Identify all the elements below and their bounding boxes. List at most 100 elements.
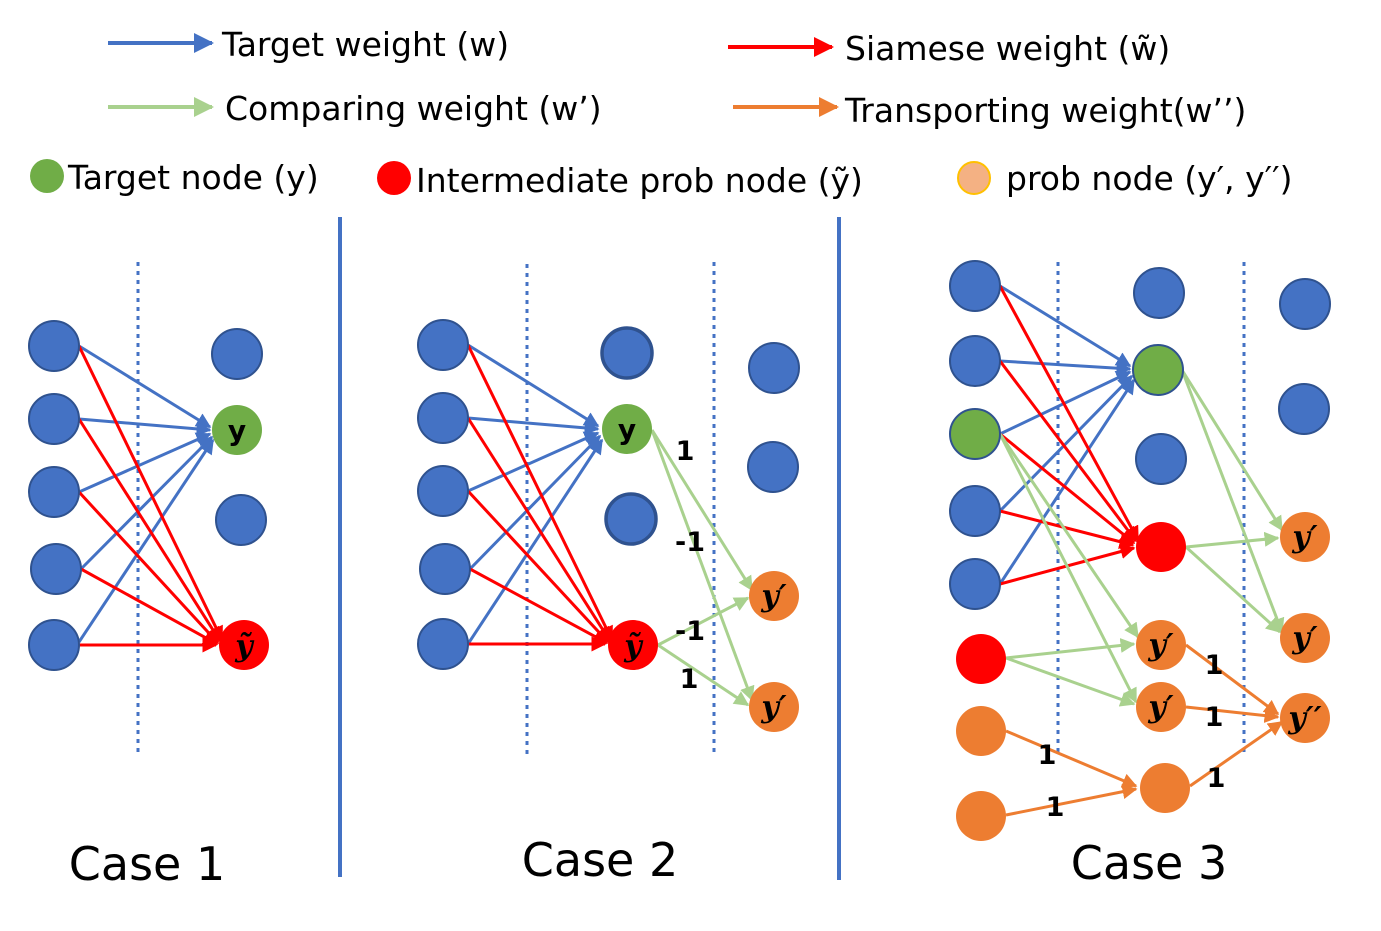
comparing-weight-edge xyxy=(650,429,754,592)
siamese-weight-edges xyxy=(998,285,1140,586)
legend-comparing-weight-label: Comparing weight (w’) xyxy=(225,89,602,128)
case-3-panel: y′ y′ y′ y′ y′′ 1 1 1 1 1 Case 3 xyxy=(949,260,1331,890)
target-weight-edge xyxy=(466,438,604,645)
comparing-weight-edges xyxy=(998,369,1285,707)
intermediate-prob-node xyxy=(956,634,1006,684)
input-node xyxy=(28,466,80,518)
target-node-label: y xyxy=(228,414,246,447)
siamese-weight-edges xyxy=(466,344,614,652)
siamese-weight-edge xyxy=(77,418,222,643)
legend-target-node: Target node (y) xyxy=(30,158,319,197)
legend: Target weight (w) Siamese weight (w̃) Co… xyxy=(30,25,1293,200)
comparing-weight-edge xyxy=(650,429,755,702)
input-node xyxy=(417,618,469,670)
case-3-title: Case 3 xyxy=(1071,836,1227,890)
transporting-weight-edge xyxy=(1189,720,1284,788)
legend-siamese-weight: Siamese weight (w̃) xyxy=(728,29,1170,68)
case-2-title: Case 2 xyxy=(522,833,678,887)
edge-weight-label: 1 xyxy=(1207,763,1226,794)
hidden-node xyxy=(1135,433,1187,485)
edge-weight-label: -1 xyxy=(675,527,705,558)
prob-node-label: y′ xyxy=(1147,628,1173,663)
siamese-weight-edges xyxy=(77,345,224,653)
edge-weight-label: 1 xyxy=(1205,650,1224,681)
siamese-weight-edge xyxy=(80,567,219,646)
siamese-weight-edge xyxy=(998,360,1138,543)
target-weight-edges xyxy=(77,344,215,643)
comparing-weight-edge xyxy=(998,433,1138,704)
prob-node xyxy=(1280,693,1330,743)
edge-weight-label: 1 xyxy=(1046,792,1065,823)
intermediate-prob-node xyxy=(608,620,658,670)
comparing-weight-edge xyxy=(1005,638,1136,660)
edge-weight-label: 1 xyxy=(1038,740,1057,771)
output-node xyxy=(1279,278,1331,330)
prob-node xyxy=(1280,512,1330,562)
hidden-node xyxy=(604,492,658,546)
siamese-weight-edge xyxy=(469,567,609,645)
comparing-weight-edge xyxy=(1180,369,1285,634)
intermediate-prob-node-label: ỹ xyxy=(623,629,644,664)
input-node xyxy=(417,465,469,517)
comparing-weight-edge xyxy=(1185,531,1280,549)
comparing-weight-edge xyxy=(657,596,750,647)
input-node xyxy=(417,392,469,444)
hidden-node xyxy=(211,328,263,380)
case-1-title: Case 1 xyxy=(69,837,225,891)
siamese-weight-edge xyxy=(77,345,224,642)
legend-transporting-weight: Transporting weight(w’’) xyxy=(733,91,1246,130)
input-node xyxy=(28,619,80,671)
target-weight-edge xyxy=(467,416,600,436)
target-weight-edge xyxy=(78,432,212,494)
prob-node xyxy=(749,571,799,621)
prob-node-label: y′ xyxy=(1291,520,1317,555)
legend-target-node-label: Target node (y) xyxy=(67,158,319,197)
target-weight-edge xyxy=(998,374,1134,513)
target-weight-edges xyxy=(466,343,604,645)
input-node xyxy=(949,260,1001,312)
comparing-weight-edge xyxy=(1180,369,1284,532)
siamese-weight-edge xyxy=(466,489,610,644)
legend-transporting-weight-label: Transporting weight(w’’) xyxy=(844,91,1246,130)
transporting-weight-edge xyxy=(1185,643,1280,716)
comparing-weight-edges xyxy=(650,429,755,707)
target-weight-edge xyxy=(77,438,215,643)
green-node-icon xyxy=(30,159,64,193)
legend-target-weight: Target weight (w) xyxy=(108,25,509,64)
hidden-node xyxy=(600,326,654,380)
legend-intermediate-node: Intermediate prob node (ỹ) xyxy=(377,161,863,200)
siamese-weight-edge xyxy=(466,417,612,643)
target-node-label: y xyxy=(618,413,636,446)
target-node xyxy=(1132,344,1184,396)
edge-weight-label: 1 xyxy=(680,664,699,695)
siamese-weight-edge xyxy=(466,344,614,642)
legend-prob-node-label: prob node (y′, y′′) xyxy=(1006,159,1293,198)
target-weight-edge xyxy=(467,343,600,428)
target-weight-edge xyxy=(78,344,212,429)
prob-node xyxy=(1280,613,1330,663)
prob-node xyxy=(956,791,1006,841)
edge-weight-label: 1 xyxy=(1205,702,1224,733)
transporting-weight-edge xyxy=(1005,729,1138,788)
case-1-panel: y ỹ Case 1 xyxy=(28,262,269,891)
input-node xyxy=(949,485,1001,537)
prob-node-label: y′ xyxy=(760,579,786,614)
input-node xyxy=(949,335,1001,387)
prob-node-icon xyxy=(957,161,991,195)
output-node xyxy=(747,441,799,493)
target-node xyxy=(602,404,652,454)
target-weight-edge xyxy=(468,434,602,571)
intermediate-prob-node xyxy=(1136,522,1186,572)
input-node xyxy=(417,319,469,371)
legend-prob-node: prob node (y′, y′′) xyxy=(957,159,1293,198)
target-weight-edge xyxy=(998,378,1136,585)
comparing-weight-edge xyxy=(1005,656,1136,707)
prob-node xyxy=(1136,620,1186,670)
hidden-node xyxy=(215,494,267,546)
prob-node xyxy=(1140,763,1190,813)
legend-intermediate-node-label: Intermediate prob node (ỹ) xyxy=(416,161,863,200)
input-node xyxy=(28,320,80,372)
input-node xyxy=(949,558,1001,610)
transporting-weight-edge xyxy=(1005,784,1138,817)
prob-node xyxy=(1136,682,1186,732)
